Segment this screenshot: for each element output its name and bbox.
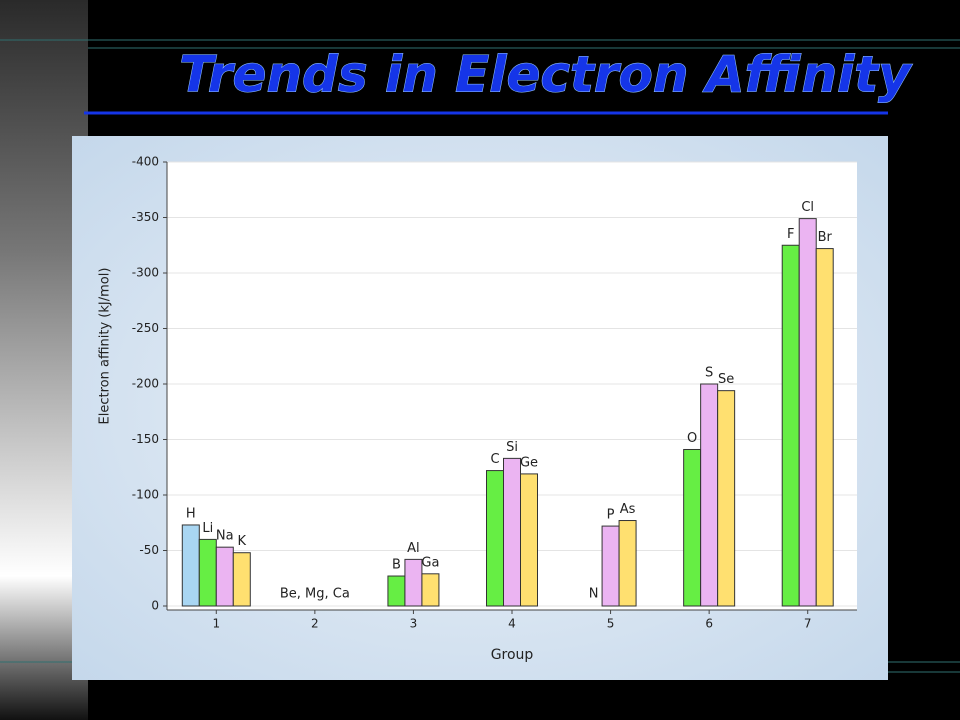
- element-label: Na: [216, 529, 234, 544]
- element-label: Al: [407, 541, 420, 556]
- element-label: S: [705, 366, 713, 381]
- y-tick-label: -200: [132, 377, 159, 391]
- y-tick-label: -50: [139, 543, 159, 557]
- element-label: K: [238, 534, 247, 549]
- y-tick-label: -400: [132, 155, 159, 169]
- bar: [404, 558, 423, 607]
- bar: [198, 538, 217, 607]
- x-tick-label: 1: [212, 617, 220, 631]
- element-label: Se: [718, 372, 734, 387]
- bar: [700, 383, 719, 607]
- bar: [421, 573, 440, 607]
- element-label: Si: [506, 440, 518, 455]
- element-label: Li: [202, 521, 213, 536]
- bar: [181, 524, 200, 607]
- element-label: B: [392, 558, 401, 573]
- bar: [503, 457, 521, 607]
- bar: [781, 244, 800, 607]
- bar: [215, 546, 234, 607]
- bar: [520, 473, 538, 607]
- element-label: O: [687, 431, 697, 446]
- x-axis-label: Group: [491, 647, 534, 663]
- y-tick-label: 0: [151, 599, 159, 613]
- bar: [232, 552, 251, 607]
- element-label: Cl: [801, 200, 814, 215]
- bar: [815, 248, 834, 607]
- x-tick-label: 7: [804, 617, 812, 631]
- y-tick-label: -100: [132, 488, 159, 502]
- element-label: Ge: [520, 455, 538, 470]
- bar: [798, 218, 817, 607]
- element-label: Ga: [421, 555, 439, 570]
- element-label: C: [490, 452, 499, 467]
- bar: [486, 470, 504, 607]
- y-tick-label: -350: [132, 210, 159, 224]
- element-label: H: [186, 506, 196, 521]
- bar: [601, 525, 620, 607]
- bar: [387, 575, 406, 607]
- y-tick-label: -150: [132, 432, 159, 446]
- slide-title: Trends in Electron Affinity: [179, 46, 913, 104]
- x-tick-label: 6: [705, 617, 713, 631]
- bar: [618, 520, 637, 607]
- bar: [683, 448, 702, 607]
- group-annotation: Be, Mg, Ca: [280, 587, 350, 602]
- y-tick-label: -250: [132, 321, 159, 335]
- element-label: P: [607, 508, 615, 523]
- y-tick-label: -300: [132, 266, 159, 280]
- y-axis-label: Electron affinity (kJ/mol): [98, 268, 113, 425]
- x-tick-label: 5: [607, 617, 615, 631]
- x-tick-label: 2: [311, 617, 319, 631]
- element-label: As: [620, 502, 636, 517]
- element-label: Br: [818, 230, 833, 245]
- element-label: N: [589, 587, 599, 602]
- element-label: F: [787, 227, 794, 242]
- bar: [717, 390, 736, 607]
- x-tick-label: 3: [410, 617, 418, 631]
- x-tick-label: 4: [508, 617, 516, 631]
